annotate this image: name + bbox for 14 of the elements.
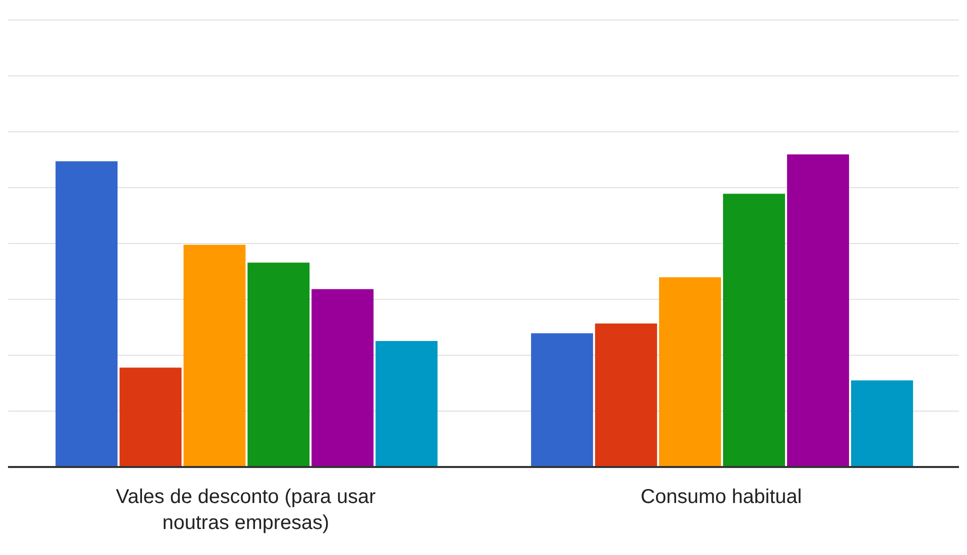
x-tick-label: Vales de desconto (para usar noutras empresas) <box>116 486 376 534</box>
bar <box>531 333 594 467</box>
bar <box>851 380 914 467</box>
x-tick-label: Consumo habitual <box>640 486 802 508</box>
bar <box>120 368 182 467</box>
bar <box>595 324 658 467</box>
bar <box>659 277 722 467</box>
bar <box>376 341 438 467</box>
bar <box>56 161 118 467</box>
bar <box>723 194 786 467</box>
bar <box>312 289 374 467</box>
bar <box>248 262 310 467</box>
bar <box>184 244 246 467</box>
bar <box>787 154 850 467</box>
